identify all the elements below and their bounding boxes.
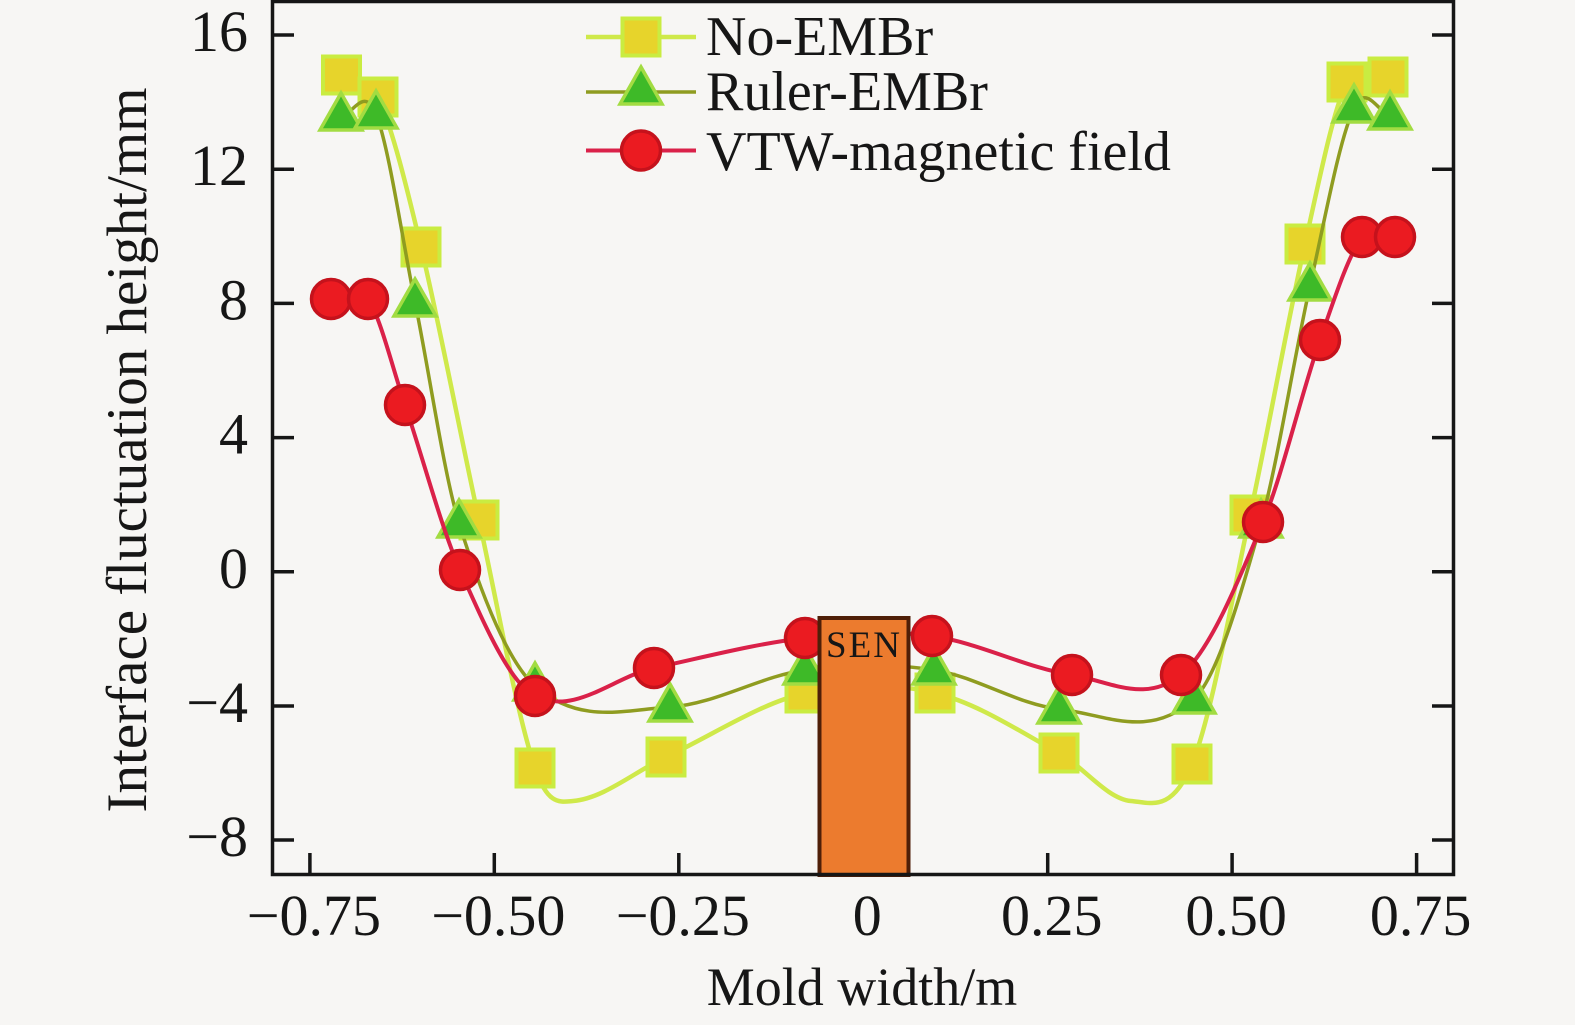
svg-text:−0.50: −0.50 — [431, 883, 565, 948]
svg-text:Mold width/m: Mold width/m — [707, 957, 1018, 1017]
svg-text:−0.75: −0.75 — [247, 883, 381, 948]
svg-text:0: 0 — [853, 883, 882, 948]
svg-text:−4: −4 — [186, 670, 248, 735]
svg-text:−8: −8 — [186, 804, 248, 869]
svg-text:8: 8 — [219, 267, 248, 332]
svg-text:−0.25: −0.25 — [616, 883, 750, 948]
svg-text:VTW-magnetic field: VTW-magnetic field — [706, 121, 1171, 183]
svg-text:Ruler-EMBr: Ruler-EMBr — [706, 61, 988, 123]
svg-text:0.25: 0.25 — [1001, 883, 1103, 948]
svg-text:4: 4 — [219, 402, 248, 467]
svg-text:No-EMBr: No-EMBr — [706, 6, 933, 68]
svg-text:SEN: SEN — [826, 625, 902, 666]
svg-text:12: 12 — [190, 133, 248, 198]
svg-text:0.50: 0.50 — [1185, 883, 1287, 948]
svg-text:16: 16 — [190, 0, 248, 64]
svg-text:0.75: 0.75 — [1370, 883, 1472, 948]
svg-text:Interface fluctuation height/m: Interface fluctuation height/mm — [96, 88, 159, 813]
svg-text:0: 0 — [219, 536, 248, 601]
